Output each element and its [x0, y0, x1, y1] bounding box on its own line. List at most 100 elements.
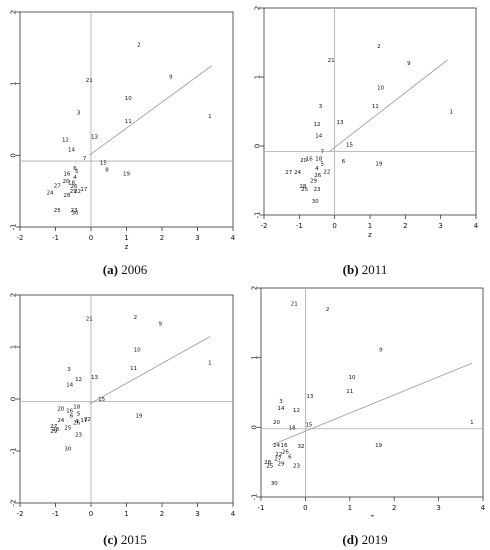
y-tick-label: 0 — [10, 153, 18, 157]
x-tick-label: 0 — [89, 234, 93, 242]
x-tick-label: 1 — [124, 510, 128, 517]
point-label: 26 — [314, 173, 321, 179]
point-label: 19 — [123, 171, 130, 177]
point-label: 6 — [70, 414, 74, 420]
point-label: 17 — [80, 187, 87, 193]
point-label: 4 — [73, 175, 77, 181]
point-label: 20 — [300, 158, 307, 164]
point-label: 26 — [282, 450, 289, 456]
y-tick-label: 0 — [251, 425, 259, 429]
x-tick-label: 4 — [231, 510, 236, 517]
x-tick-label: 0 — [332, 222, 336, 230]
scatter-plot-a: -2 -1 0 1 2 3 4-1012z1291011213131214715819561… — [10, 10, 236, 251]
point-label: 30 — [72, 211, 79, 217]
caption-c-label: (c) — [103, 532, 118, 547]
chart-panel-a: -2 -1 0 1 2 3 4 -1 0 1 2 z 1 2 9 10 11 21 3 13 12 14 7 15 8 19 5 6 1… — [0, 0, 245, 255]
x-axis-label: z — [368, 231, 372, 239]
point-label: 9 — [169, 75, 173, 81]
caption-c: (c) 2015 — [5, 532, 245, 548]
point-label: 14 — [68, 148, 75, 154]
point-label: 1 — [208, 114, 212, 120]
point-label: 1 — [470, 420, 474, 426]
point-label: 25 — [64, 426, 71, 432]
chart-panel-c: -2-101234-2-1012z12921101131213141519201… — [0, 285, 245, 527]
point-label: 30 — [271, 481, 278, 487]
point-label: 14 — [66, 382, 73, 388]
y-tick-label: 1 — [251, 355, 259, 359]
point-label: 20 — [57, 406, 64, 412]
point-label: 8 — [105, 168, 109, 174]
point-label: 11 — [346, 389, 353, 395]
caption-a: (a) 2006 — [5, 262, 245, 278]
point-label: 22 — [84, 417, 91, 423]
x-axis-label: z — [125, 243, 129, 251]
point-label: 18 — [73, 404, 80, 410]
caption-d-year: 2019 — [361, 532, 388, 547]
x-tick-label: 2 — [403, 222, 407, 230]
point-label: 15 — [346, 143, 353, 149]
point-label: 4 — [315, 166, 319, 172]
point-label: 23 — [293, 464, 300, 470]
point-label: 28 — [63, 193, 70, 199]
y-tick-label: 2 — [254, 6, 262, 10]
point-label: 16 — [66, 408, 73, 414]
x-tick-label: 2 — [392, 504, 396, 512]
caption-b-year: 2011 — [361, 262, 388, 277]
x-tick-label: 1 — [348, 504, 352, 512]
plot-frame — [19, 294, 234, 504]
point-label: 9 — [158, 322, 162, 328]
caption-d-label: (d) — [342, 532, 359, 547]
point-label: 27 — [285, 170, 292, 176]
y-tick-label: 2 — [10, 10, 18, 14]
point-label: 15 — [98, 397, 105, 403]
point-label: 26 — [73, 420, 80, 426]
point-label: 30 — [312, 199, 319, 205]
x-tick-label: 1 — [124, 234, 128, 242]
point-label: 16 — [281, 443, 288, 449]
point-label: 24 — [57, 418, 64, 424]
x-tick-label: 4 — [481, 504, 486, 512]
point-label: 18 — [68, 181, 75, 187]
point-label: 20 — [63, 179, 70, 185]
point-label: 2 — [137, 42, 141, 48]
point-label: 12 — [75, 377, 82, 383]
point-label: 12 — [62, 138, 69, 144]
point-label: 13 — [336, 120, 343, 126]
x-tick-label: 1 — [368, 222, 372, 230]
y-tick-label: -2 — [10, 500, 18, 507]
point-label: 2 — [326, 307, 330, 313]
point-label: 3 — [279, 399, 283, 405]
point-label: 18 — [289, 425, 296, 431]
point-label: 25 — [301, 187, 308, 193]
point-label: 10 — [134, 348, 141, 354]
x-tick-label: 0 — [89, 510, 93, 517]
point-label: 11 — [372, 104, 379, 110]
point-label: 14 — [277, 406, 284, 412]
point-label: 6 — [73, 166, 77, 172]
point-label: 22 — [275, 452, 282, 458]
point-label: 19 — [135, 414, 142, 420]
point-label: 16 — [63, 171, 70, 177]
x-tick-label: -1 — [258, 504, 265, 512]
point-label: 9 — [379, 347, 383, 353]
point-label: 13 — [91, 135, 98, 141]
chart-panel-b: -2 -1 0 1 2 3 4 -1 0 1 2 z 1 2 9 10 11 21 3 12 13 14 15 7 16 18 20… — [245, 0, 490, 255]
point-label: 32 — [297, 444, 304, 450]
y-tick-label: 1 — [10, 81, 18, 85]
scatter-plot-c: -2-101234-2-1012z12921101131213141519201… — [10, 293, 236, 527]
point-label: 23 — [75, 432, 82, 438]
point-label: 21 — [328, 58, 335, 64]
y-tick-label: -1 — [254, 212, 262, 219]
trend-line — [89, 336, 211, 405]
point-label: 30 — [64, 446, 71, 452]
y-tick-label: 1 — [10, 345, 18, 349]
point-label: 29 — [50, 429, 57, 435]
point-label: 5 — [77, 412, 81, 418]
point-label: 24 — [273, 443, 280, 449]
point-label: 20 — [273, 420, 280, 426]
x-tick-label: 3 — [195, 510, 199, 517]
point-label: 6 — [342, 159, 346, 165]
y-tick-label: -1 — [10, 448, 18, 455]
x-axis-label: z — [370, 513, 374, 517]
